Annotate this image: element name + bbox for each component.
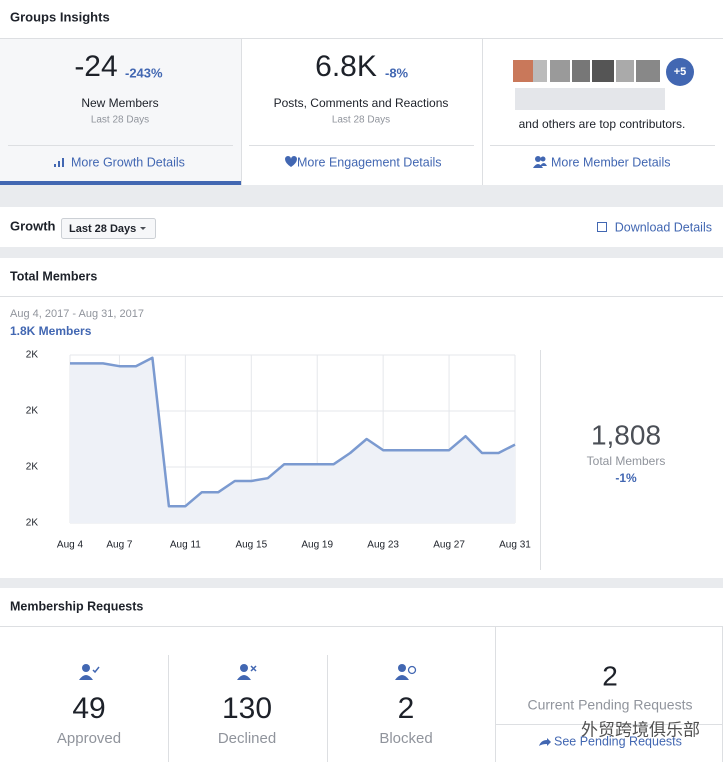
- contributor-badge[interactable]: [666, 58, 694, 86]
- line-chart: Aug 4 Aug 7 Aug 11 Aug 15 Aug 19 Aug 23 Aug 27…: [26, 350, 532, 551]
- declined-label: Declined: [218, 730, 276, 747]
- dropdown-arrow: [140, 227, 146, 230]
- member-details-link[interactable]: More Member Details: [551, 155, 670, 169]
- x-tick-label: Aug 23: [367, 540, 399, 551]
- x-tick-label: Aug 7: [106, 540, 133, 551]
- pending-panel: [495, 626, 723, 762]
- period-dropdown[interactable]: [61, 218, 156, 239]
- share-icon: [539, 738, 551, 746]
- x-tick-label: Aug 27: [433, 540, 465, 551]
- growth-icon: [54, 158, 64, 167]
- approved-count: 49: [72, 692, 105, 725]
- chart-subtitle: Aug 4, 2017 - Aug 31, 2017: [10, 308, 144, 320]
- x-tick-label: Aug 31: [499, 540, 531, 551]
- summary-active-tab: [0, 39, 241, 185]
- engagement-details-link[interactable]: More Engagement Details: [297, 155, 442, 169]
- summary-period: Last 28 Days: [91, 115, 149, 126]
- active-tab-indicator: [0, 181, 241, 185]
- members-icon: [533, 156, 547, 168]
- y-tick-label: 2K: [26, 350, 39, 361]
- summary-value: 6.8K: [315, 50, 377, 83]
- approved-icon: [79, 664, 100, 680]
- x-tick-label: Aug 11: [170, 540, 201, 551]
- pending-label: Current Pending Requests: [528, 697, 693, 713]
- pending-link[interactable]: See Pending Requests: [554, 734, 682, 748]
- stat-label: Total Members: [587, 454, 666, 468]
- summary-period: Last 28 Days: [332, 115, 390, 126]
- stat-value: 1,808: [591, 419, 661, 450]
- contributor-badge-text: +5: [674, 66, 687, 78]
- blocked-count: 2: [398, 692, 415, 725]
- y-tick-label: 2K: [26, 518, 39, 529]
- summary-change: -243%: [125, 65, 163, 80]
- y-tick-label: 2K: [26, 462, 39, 473]
- blocked-icon: [395, 664, 417, 680]
- growth-details-link[interactable]: More Growth Details: [71, 155, 185, 169]
- contributors-text: and others are top contributors.: [519, 117, 686, 131]
- summary-change: -8%: [385, 65, 409, 80]
- x-tick-label: Aug 15: [235, 540, 267, 551]
- chart-annotation: 1.8K Members: [10, 324, 92, 338]
- area-fill: [70, 357, 515, 523]
- summary-value: -24: [74, 50, 117, 83]
- engagement-icon: [285, 156, 297, 167]
- summary-label: New Members: [81, 96, 158, 110]
- declined-icon: [237, 664, 257, 680]
- x-tick-label: Aug 4: [57, 540, 84, 551]
- page-title: Groups Insights: [10, 9, 110, 24]
- declined-count: 130: [222, 692, 272, 725]
- header-card: [0, 0, 723, 38]
- download-icon: [597, 222, 607, 232]
- period-dropdown-text: Last 28 Days: [69, 223, 136, 235]
- approved-label: Approved: [57, 730, 121, 747]
- download-link[interactable]: Download Details: [615, 220, 712, 234]
- blocked-label: Blocked: [379, 730, 432, 747]
- summary-label: Posts, Comments and Reactions: [274, 96, 449, 110]
- stat-change: -1%: [615, 471, 637, 485]
- y-tick-label: 2K: [26, 406, 39, 417]
- chart-title: Total Members: [10, 269, 97, 283]
- watermark: 外贸跨境俱乐部: [581, 720, 700, 739]
- data-line: [70, 356, 516, 508]
- x-tick-label: Aug 19: [301, 540, 333, 551]
- blurred-avatars: [513, 60, 665, 110]
- growth-label: Growth: [10, 218, 56, 233]
- pending-count: 2: [602, 660, 618, 691]
- membership-title: Membership Requests: [10, 599, 143, 613]
